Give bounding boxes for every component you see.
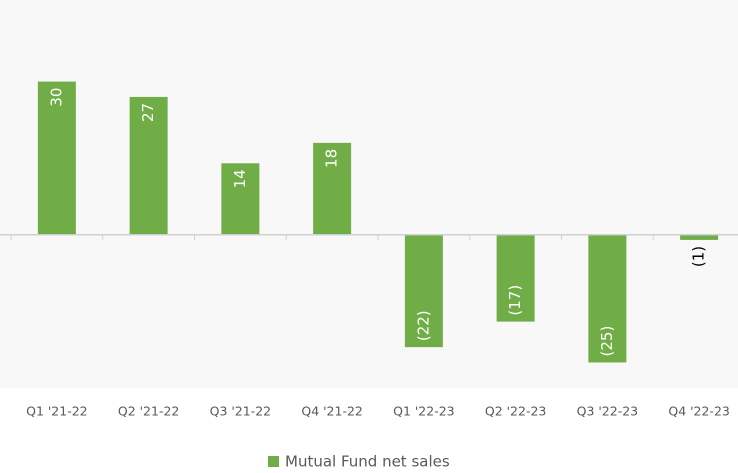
x-tick-label: Q3 '21-22 bbox=[210, 404, 272, 419]
value-label: (17) bbox=[506, 285, 524, 316]
value-label: 14 bbox=[231, 169, 249, 188]
value-label: 18 bbox=[323, 149, 341, 168]
value-label: 30 bbox=[47, 88, 65, 107]
bar bbox=[588, 234, 627, 363]
value-label: (1) bbox=[690, 246, 708, 267]
value-label: 27 bbox=[139, 103, 157, 122]
bar bbox=[129, 96, 168, 235]
plot-area bbox=[0, 0, 738, 388]
x-tick-label: Q1 '22-23 bbox=[393, 404, 455, 419]
x-tick-label: Q3 '22-23 bbox=[577, 404, 639, 419]
bar bbox=[313, 142, 352, 235]
x-tick-label: Q2 '22-23 bbox=[485, 404, 547, 419]
bar bbox=[404, 234, 443, 348]
bar bbox=[680, 234, 719, 240]
x-tick-label: Q4 '22-23 bbox=[668, 404, 730, 419]
x-tick-label: Q4 '21-22 bbox=[301, 404, 363, 419]
value-label: (25) bbox=[598, 326, 616, 357]
x-tick-label: Q1 '21-22 bbox=[26, 404, 88, 419]
legend-label: Mutual Fund net sales bbox=[285, 453, 450, 471]
bar bbox=[37, 81, 76, 235]
bar bbox=[496, 234, 535, 322]
legend-swatch bbox=[268, 456, 279, 467]
value-label: (22) bbox=[414, 310, 432, 341]
bar bbox=[221, 163, 260, 235]
x-tick-label: Q2 '21-22 bbox=[118, 404, 180, 419]
